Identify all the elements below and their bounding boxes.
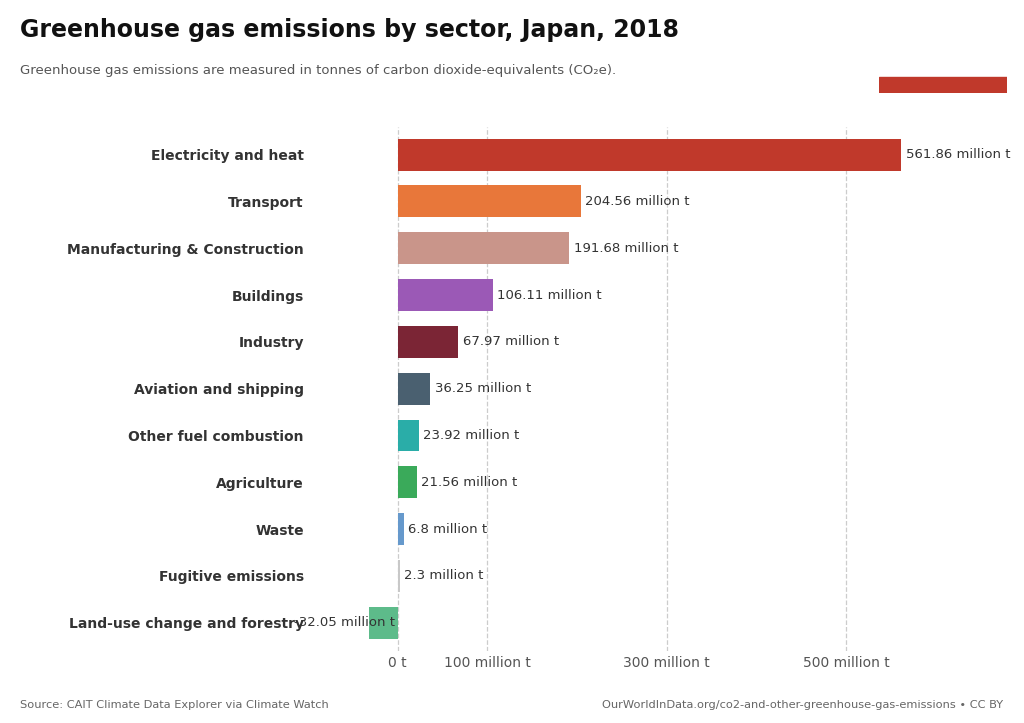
Bar: [397, 560, 399, 591]
Bar: [397, 326, 459, 358]
Bar: [397, 139, 901, 171]
Text: 36.25 million t: 36.25 million t: [434, 382, 530, 395]
Text: Greenhouse gas emissions are measured in tonnes of carbon dioxide-equivalents (C: Greenhouse gas emissions are measured in…: [20, 64, 616, 77]
Text: 204.56 million t: 204.56 million t: [586, 195, 690, 208]
Text: 6.8 million t: 6.8 million t: [409, 523, 487, 536]
Bar: [397, 232, 569, 264]
Text: 67.97 million t: 67.97 million t: [463, 335, 559, 348]
Text: Our World
in Data: Our World in Data: [909, 26, 976, 57]
Text: OurWorldInData.org/co2-and-other-greenhouse-gas-emissions • CC BY: OurWorldInData.org/co2-and-other-greenho…: [602, 700, 1004, 710]
Bar: [397, 279, 493, 311]
Bar: [397, 419, 419, 451]
Text: 561.86 million t: 561.86 million t: [906, 148, 1011, 161]
Bar: [397, 513, 403, 545]
Text: Source: CAIT Climate Data Explorer via Climate Watch: Source: CAIT Climate Data Explorer via C…: [20, 700, 330, 710]
Bar: [369, 607, 397, 638]
Text: 191.68 million t: 191.68 million t: [573, 241, 679, 254]
Bar: [879, 77, 1007, 93]
Bar: [397, 186, 581, 218]
Text: 2.3 million t: 2.3 million t: [404, 569, 483, 582]
Text: Greenhouse gas emissions by sector, Japan, 2018: Greenhouse gas emissions by sector, Japa…: [20, 18, 680, 42]
Bar: [397, 466, 417, 498]
Text: 21.56 million t: 21.56 million t: [421, 476, 517, 489]
Bar: [397, 372, 430, 405]
Text: 106.11 million t: 106.11 million t: [498, 288, 602, 301]
Text: 23.92 million t: 23.92 million t: [424, 429, 520, 442]
Text: -32.05 million t: -32.05 million t: [294, 616, 395, 629]
